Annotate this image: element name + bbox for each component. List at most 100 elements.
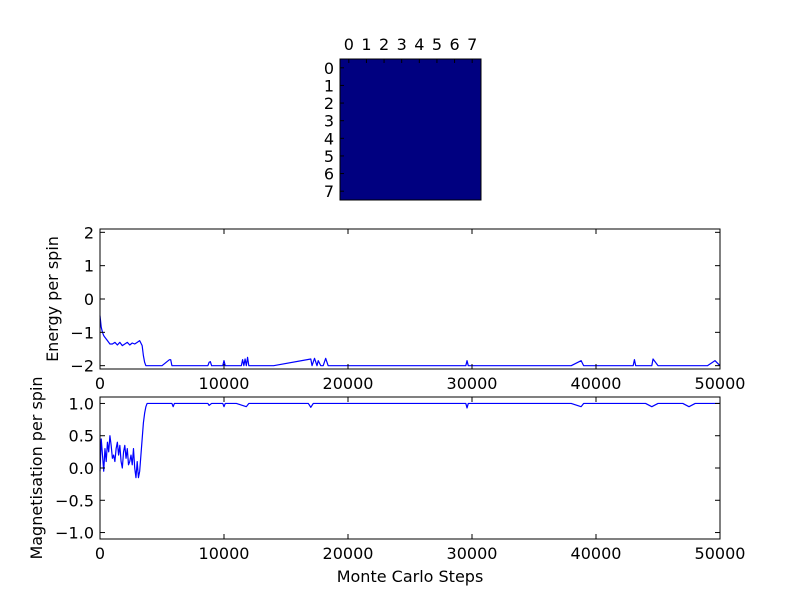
lattice-cell	[340, 76, 359, 95]
heatmap-x-tick-label: 4	[414, 35, 424, 54]
lattice-cell	[392, 111, 411, 130]
lattice-cell	[392, 59, 411, 78]
heatmap-x-tick-label: 0	[344, 35, 354, 54]
heatmap-x-tick-label: 6	[449, 35, 459, 54]
heatmap-x-tick-label: 1	[361, 35, 371, 54]
y-axis-title: Magnetisation per spin	[27, 376, 46, 559]
lattice-cell	[357, 182, 376, 201]
x-axis-title: Monte Carlo Steps	[337, 567, 484, 586]
lattice-cell	[357, 76, 376, 95]
x-tick-label: 50000	[695, 544, 746, 563]
lattice-cell	[445, 111, 464, 130]
lattice-cell	[410, 129, 429, 148]
lattice-cell	[428, 59, 447, 78]
y-tick-label: 1	[84, 257, 94, 276]
lattice-cell	[340, 59, 359, 78]
y-tick-label: −1.0	[55, 524, 94, 543]
lattice-cell	[357, 59, 376, 78]
lattice-cell	[392, 182, 411, 201]
lattice-cell	[375, 59, 394, 78]
lattice-cell	[357, 129, 376, 148]
heatmap-y-tick-label: 3	[324, 112, 334, 131]
lattice-cell	[340, 129, 359, 148]
lattice-cell	[463, 76, 482, 95]
lattice-cell	[445, 182, 464, 201]
x-tick-label: 10000	[199, 374, 250, 393]
lattice-cell	[410, 76, 429, 95]
lattice-cell	[375, 76, 394, 95]
y-tick-label: 0.5	[69, 427, 94, 446]
energy-plot: 0 10000 20000 30000 40000 50000 −2 −1 0 1 2 Energy …	[43, 223, 745, 393]
magnetisation-plot: 0 10000 20000 30000 40000 50000 −1.0 −0.5 0.0 0.5…	[27, 376, 745, 586]
heatmap-x-tick-label: 7	[467, 35, 477, 54]
series-line	[99, 315, 721, 367]
lattice-cell	[445, 129, 464, 148]
heatmap-y-tick-label: 7	[324, 182, 334, 201]
heatmap-y-tick-label: 5	[324, 147, 334, 166]
heatmap-y-tick-label: 6	[324, 165, 334, 184]
x-tick-label: 0	[95, 374, 105, 393]
heatmap-x-tick-label: 2	[379, 35, 389, 54]
lattice-cell	[410, 94, 429, 113]
lattice-cell	[428, 94, 447, 113]
lattice-cell	[392, 129, 411, 148]
lattice-cell	[428, 182, 447, 201]
lattice-cell	[410, 147, 429, 166]
lattice-cell	[375, 147, 394, 166]
x-tick-label: 0	[95, 544, 105, 563]
x-tick-label: 10000	[199, 544, 250, 563]
y-tick-label: 2	[84, 223, 94, 242]
y-tick-label: −1	[70, 323, 94, 342]
heatmap-x-tick-label: 3	[397, 35, 407, 54]
y-tick-label: −0.5	[55, 491, 94, 510]
lattice-cell	[410, 164, 429, 183]
lattice-cell	[428, 129, 447, 148]
lattice-cell	[375, 182, 394, 201]
lattice-cell	[410, 59, 429, 78]
lattice-cell	[392, 76, 411, 95]
lattice-cell	[375, 94, 394, 113]
x-tick-label: 40000	[571, 544, 622, 563]
x-tick-label: 20000	[323, 544, 374, 563]
lattice-cell	[463, 111, 482, 130]
y-tick-label: −2	[70, 357, 94, 376]
x-tick-label: 20000	[323, 374, 374, 393]
lattice-cell	[428, 164, 447, 183]
lattice-cell	[463, 147, 482, 166]
lattice-cell	[463, 164, 482, 183]
heatmap-x-tick-label: 5	[432, 35, 442, 54]
x-tick-label: 30000	[447, 374, 498, 393]
y-tick-label: 0	[84, 290, 94, 309]
lattice-cell	[392, 147, 411, 166]
lattice-cell	[375, 129, 394, 148]
x-tick-label: 50000	[695, 374, 746, 393]
heatmap-frame	[339, 58, 482, 201]
lattice-cell	[463, 59, 482, 78]
lattice-cell	[445, 147, 464, 166]
lattice-cell	[340, 111, 359, 130]
lattice-cell	[428, 111, 447, 130]
lattice-cell	[445, 94, 464, 113]
lattice-cell	[340, 147, 359, 166]
heatmap-y-tick-label: 4	[324, 129, 334, 148]
lattice-cell	[375, 111, 394, 130]
lattice-cell	[445, 59, 464, 78]
y-axis-title: Energy per spin	[43, 236, 62, 362]
lattice-cell	[340, 94, 359, 113]
heatmap-y-tick-label: 1	[324, 76, 334, 95]
lattice-cell	[428, 76, 447, 95]
lattice-cell	[340, 164, 359, 183]
lattice-cell	[445, 76, 464, 95]
lattice-cell	[392, 164, 411, 183]
lattice-cell	[428, 147, 447, 166]
heatmap-y-tick-label: 2	[324, 94, 334, 113]
heatmap-y-tick-label: 0	[324, 59, 334, 78]
lattice-cell	[340, 182, 359, 201]
lattice-cell	[410, 182, 429, 201]
lattice-cell	[410, 111, 429, 130]
lattice-cell	[357, 94, 376, 113]
series-line	[99, 402, 720, 479]
lattice-cell	[357, 111, 376, 130]
y-tick-label: 1.0	[69, 394, 94, 413]
